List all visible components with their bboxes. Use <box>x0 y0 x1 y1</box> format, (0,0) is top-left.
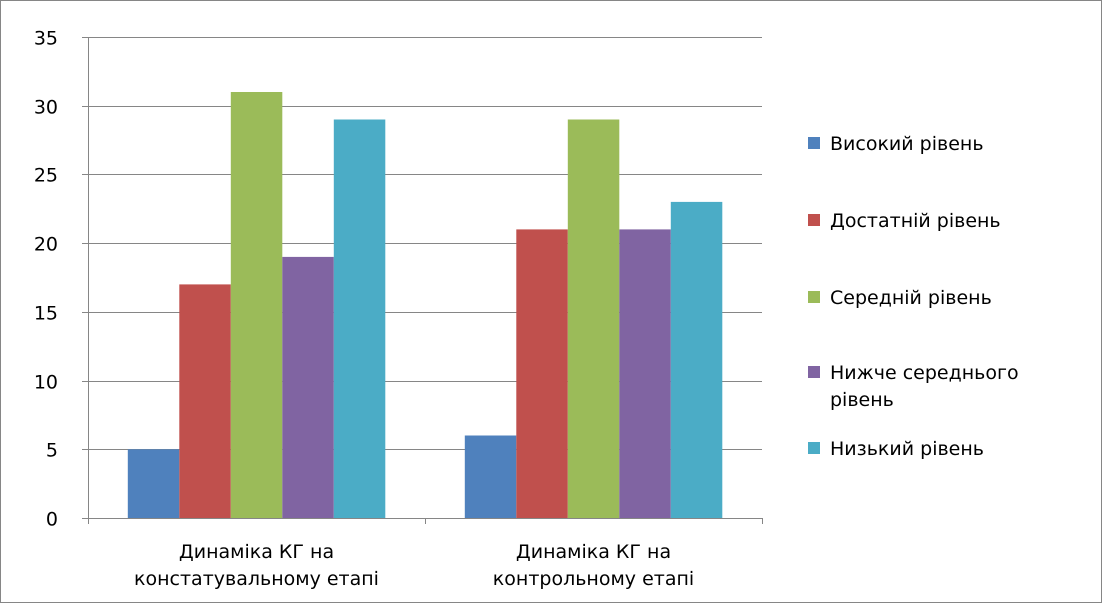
legend-label-4-line-1: Нижче середнього <box>830 362 1019 384</box>
legend-label-5: Низький рівень <box>830 438 984 460</box>
bar-3-1 <box>230 92 283 518</box>
bar-4-2 <box>619 229 671 518</box>
bar-5-2 <box>670 201 723 518</box>
x-category-label-1-line-2: констатувальному етапі <box>134 568 379 590</box>
bar-5-1 <box>333 119 386 518</box>
y-tick-label-20: 20 <box>34 234 58 256</box>
y-tick-label-0: 0 <box>46 509 58 531</box>
y-tick-label-10: 10 <box>34 372 58 394</box>
y-tick-label-35: 35 <box>34 28 58 50</box>
bar-2-1 <box>179 284 231 518</box>
bar-4-1 <box>282 256 334 518</box>
bar-1-1 <box>127 449 180 518</box>
y-tick-label-15: 15 <box>34 303 58 325</box>
legend-label-1: Високий рівень <box>830 133 984 155</box>
legend-swatch-1 <box>808 137 820 149</box>
x-category-label-2-line-1: Динаміка КГ на <box>516 541 671 563</box>
bar-3-2 <box>567 119 620 518</box>
axes: 0 5 10 15 20 25 30 35 Динаміка КГ на констатуваль… <box>34 28 763 590</box>
y-tick-label-5: 5 <box>46 440 58 462</box>
bars <box>127 92 723 518</box>
legend-swatch-3 <box>808 291 820 303</box>
legend-swatch-4 <box>808 366 820 378</box>
legend-label-3: Середній рівень <box>830 287 992 309</box>
y-tick-label-25: 25 <box>34 165 58 187</box>
legend-swatch-5 <box>808 442 820 454</box>
bar-2-2 <box>516 229 568 518</box>
legend-label-2: Достатній рівень <box>830 210 1001 232</box>
legend-label-4-line-2: рівень <box>830 389 894 411</box>
legend-swatch-2 <box>808 214 820 226</box>
bar-1-2 <box>464 435 517 518</box>
x-category-label-1-line-1: Динаміка КГ на <box>179 541 334 563</box>
y-tick-label-30: 30 <box>34 97 58 119</box>
x-category-label-2-line-2: контрольному етапі <box>493 568 694 590</box>
legend: Високий рівень Достатній рівень Середній р… <box>808 133 1019 460</box>
